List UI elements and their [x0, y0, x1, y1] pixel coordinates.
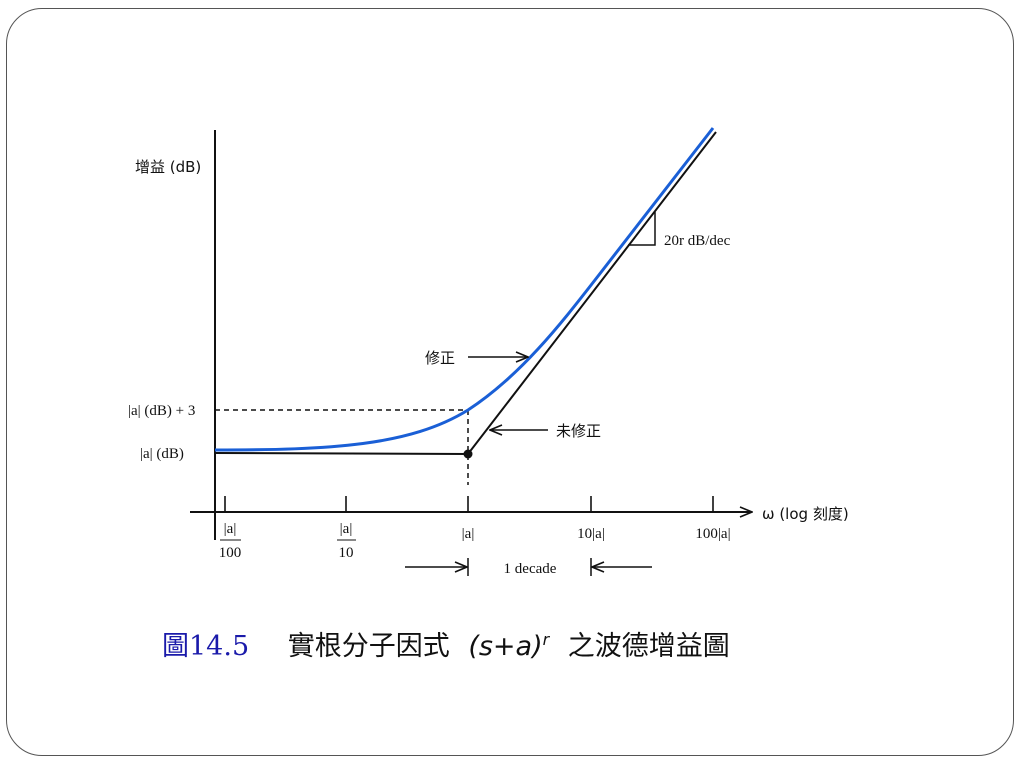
figure-caption: 圖14.5 實根分子因式 (s+a)r 之波德增益圖: [162, 624, 730, 663]
caption-formula: (s+a)r: [468, 630, 550, 662]
x-tick-den-0: 100: [219, 545, 242, 561]
x-tick-num-3: 10|a|: [577, 526, 605, 542]
corner-point: [463, 449, 473, 459]
slide-frame: [6, 8, 1014, 756]
x-tick-marks: [224, 496, 714, 512]
x-tick-den-1: 10: [339, 545, 354, 561]
x-tick-num-2: |a|: [462, 526, 475, 542]
caption-text-before: 實根分子因式: [287, 631, 450, 662]
figure-number: 圖14.5: [162, 631, 250, 662]
x-axis-label: ω (log 刻度): [762, 505, 849, 523]
slope-triangle: [628, 212, 656, 246]
caption-text-after: 之波德增益圖: [567, 631, 730, 662]
y-tick-upper: |a| (dB) + 3: [128, 403, 195, 419]
y-axis-label: 增益 (dB): [135, 158, 201, 176]
formula-base: (s+a): [468, 631, 543, 662]
x-tick-num-0: |a|: [224, 521, 237, 537]
y-tick-lower: |a| (dB): [140, 446, 184, 462]
x-tick-num-4: 100|a|: [695, 526, 730, 542]
uncorrected-label: 未修正: [556, 422, 601, 440]
x-tick-num-1: |a|: [340, 521, 353, 537]
corrected-curve: [214, 127, 715, 452]
uncorrected-asymptote: [214, 131, 717, 456]
corrected-label: 修正: [425, 349, 455, 367]
decade-label: 1 decade: [504, 561, 557, 577]
formula-exponent: r: [542, 630, 550, 649]
slope-label: 20r dB/dec: [664, 233, 731, 249]
